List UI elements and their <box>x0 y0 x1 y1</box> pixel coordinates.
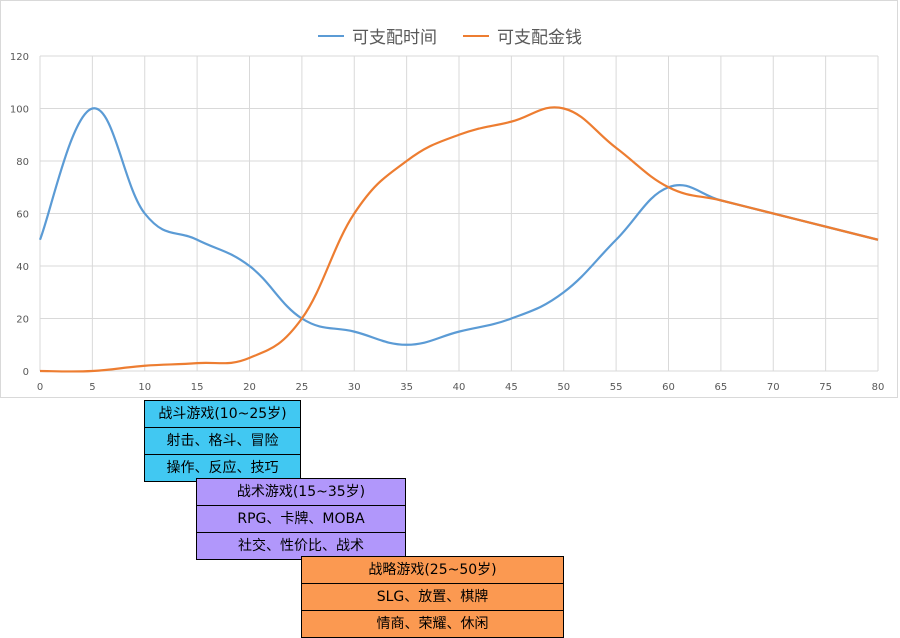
x-tick-label: 80 <box>872 382 885 393</box>
y-tick-label: 100 <box>10 105 29 116</box>
legend-swatch-time <box>318 34 344 37</box>
tactics-games-genres: RPG、卡牌、MOBA <box>197 506 405 533</box>
series-line-money <box>39 106 879 373</box>
strategy-games-box: 战略游戏(25~50岁) SLG、放置、棋牌 情商、荣耀、休闲 <box>301 556 564 638</box>
legend-item-money: 可支配金钱 <box>463 23 582 48</box>
y-tick-label: 0 <box>23 367 29 378</box>
legend-item-time: 可支配时间 <box>318 23 437 48</box>
x-tick-label: 25 <box>296 382 309 393</box>
tactics-games-box: 战术游戏(15~35岁) RPG、卡牌、MOBA 社交、性价比、战术 <box>196 478 406 560</box>
x-tick-label: 0 <box>37 382 43 393</box>
legend-swatch-money <box>463 34 489 37</box>
y-tick-label: 80 <box>16 157 29 168</box>
x-tick-label: 15 <box>191 382 204 393</box>
strategy-games-traits: 情商、荣耀、休闲 <box>376 616 489 632</box>
tactics-games-traits: 社交、性价比、战术 <box>238 538 364 554</box>
strategy-games-title: 战略游戏(25~50岁) <box>302 557 563 584</box>
x-tick-label: 40 <box>453 382 466 393</box>
x-tick-label: 20 <box>243 382 256 393</box>
x-tick-label: 60 <box>662 382 675 393</box>
y-tick-label: 120 <box>10 52 29 63</box>
combat-games-traits: 操作、反应、技巧 <box>166 460 279 476</box>
line-chart: 0 5 10 15 20 25 30 35 40 45 50 55 60 65 70 75 80 0 20 40 60 8… <box>10 52 885 393</box>
x-tick-label: 10 <box>138 382 151 393</box>
tactics-games-title: 战术游戏(15~35岁) <box>197 479 405 506</box>
combat-games-genres: 射击、格斗、冒险 <box>145 428 300 455</box>
y-tick-label: 40 <box>16 262 29 273</box>
legend-label-time: 可支配时间 <box>352 28 437 48</box>
x-tick-label: 65 <box>715 382 728 393</box>
x-tick-label: 45 <box>505 382 518 393</box>
x-tick-label: 35 <box>400 382 413 393</box>
legend: 可支配时间 可支配金钱 <box>1 23 899 48</box>
x-tick-label: 75 <box>819 382 832 393</box>
chart-area: 0 5 10 15 20 25 30 35 40 45 50 55 60 65 70 75 80 0 20 40 60 8… <box>0 0 898 398</box>
x-tick-label: 55 <box>610 382 623 393</box>
x-tick-label: 5 <box>89 382 95 393</box>
legend-label-money: 可支配金钱 <box>497 28 582 48</box>
x-tick-label: 70 <box>767 382 780 393</box>
combat-games-title: 战斗游戏(10~25岁) <box>145 401 300 428</box>
x-tick-label: 30 <box>348 382 361 393</box>
combat-games-box: 战斗游戏(10~25岁) 射击、格斗、冒险 操作、反应、技巧 <box>144 400 301 482</box>
x-tick-label: 50 <box>557 382 570 393</box>
y-tick-label: 60 <box>16 210 29 221</box>
y-tick-label: 20 <box>16 315 29 326</box>
strategy-games-genres: SLG、放置、棋牌 <box>302 584 563 611</box>
